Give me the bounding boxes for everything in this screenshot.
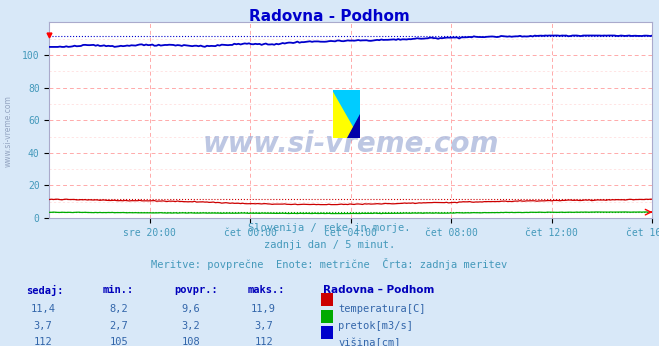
Polygon shape (333, 90, 360, 138)
Text: 3,7: 3,7 (34, 321, 52, 331)
Text: Slovenija / reke in morje.: Slovenija / reke in morje. (248, 223, 411, 233)
Polygon shape (333, 90, 360, 138)
Text: 105: 105 (109, 337, 128, 346)
Text: 3,7: 3,7 (254, 321, 273, 331)
Text: 9,6: 9,6 (182, 304, 200, 315)
Text: min.:: min.: (102, 285, 133, 295)
Text: 11,4: 11,4 (30, 304, 55, 315)
Text: 2,7: 2,7 (109, 321, 128, 331)
Text: 11,9: 11,9 (251, 304, 276, 315)
Text: 112: 112 (254, 337, 273, 346)
Text: pretok[m3/s]: pretok[m3/s] (338, 321, 413, 331)
Text: Meritve: povprečne  Enote: metrične  Črta: zadnja meritev: Meritve: povprečne Enote: metrične Črta:… (152, 258, 507, 270)
Text: 108: 108 (182, 337, 200, 346)
Text: www.si-vreme.com: www.si-vreme.com (3, 95, 13, 167)
Text: maks.:: maks.: (247, 285, 285, 295)
Text: Radovna - Podhom: Radovna - Podhom (249, 9, 410, 24)
Text: Radovna – Podhom: Radovna – Podhom (323, 285, 434, 295)
Text: 8,2: 8,2 (109, 304, 128, 315)
Text: www.si-vreme.com: www.si-vreme.com (203, 130, 499, 158)
Text: temperatura[C]: temperatura[C] (338, 304, 426, 315)
Text: višina[cm]: višina[cm] (338, 337, 401, 346)
Text: 3,2: 3,2 (182, 321, 200, 331)
Text: sedaj:: sedaj: (26, 285, 64, 297)
Text: zadnji dan / 5 minut.: zadnji dan / 5 minut. (264, 240, 395, 251)
Text: povpr.:: povpr.: (175, 285, 218, 295)
Text: 112: 112 (34, 337, 52, 346)
Polygon shape (347, 114, 360, 138)
